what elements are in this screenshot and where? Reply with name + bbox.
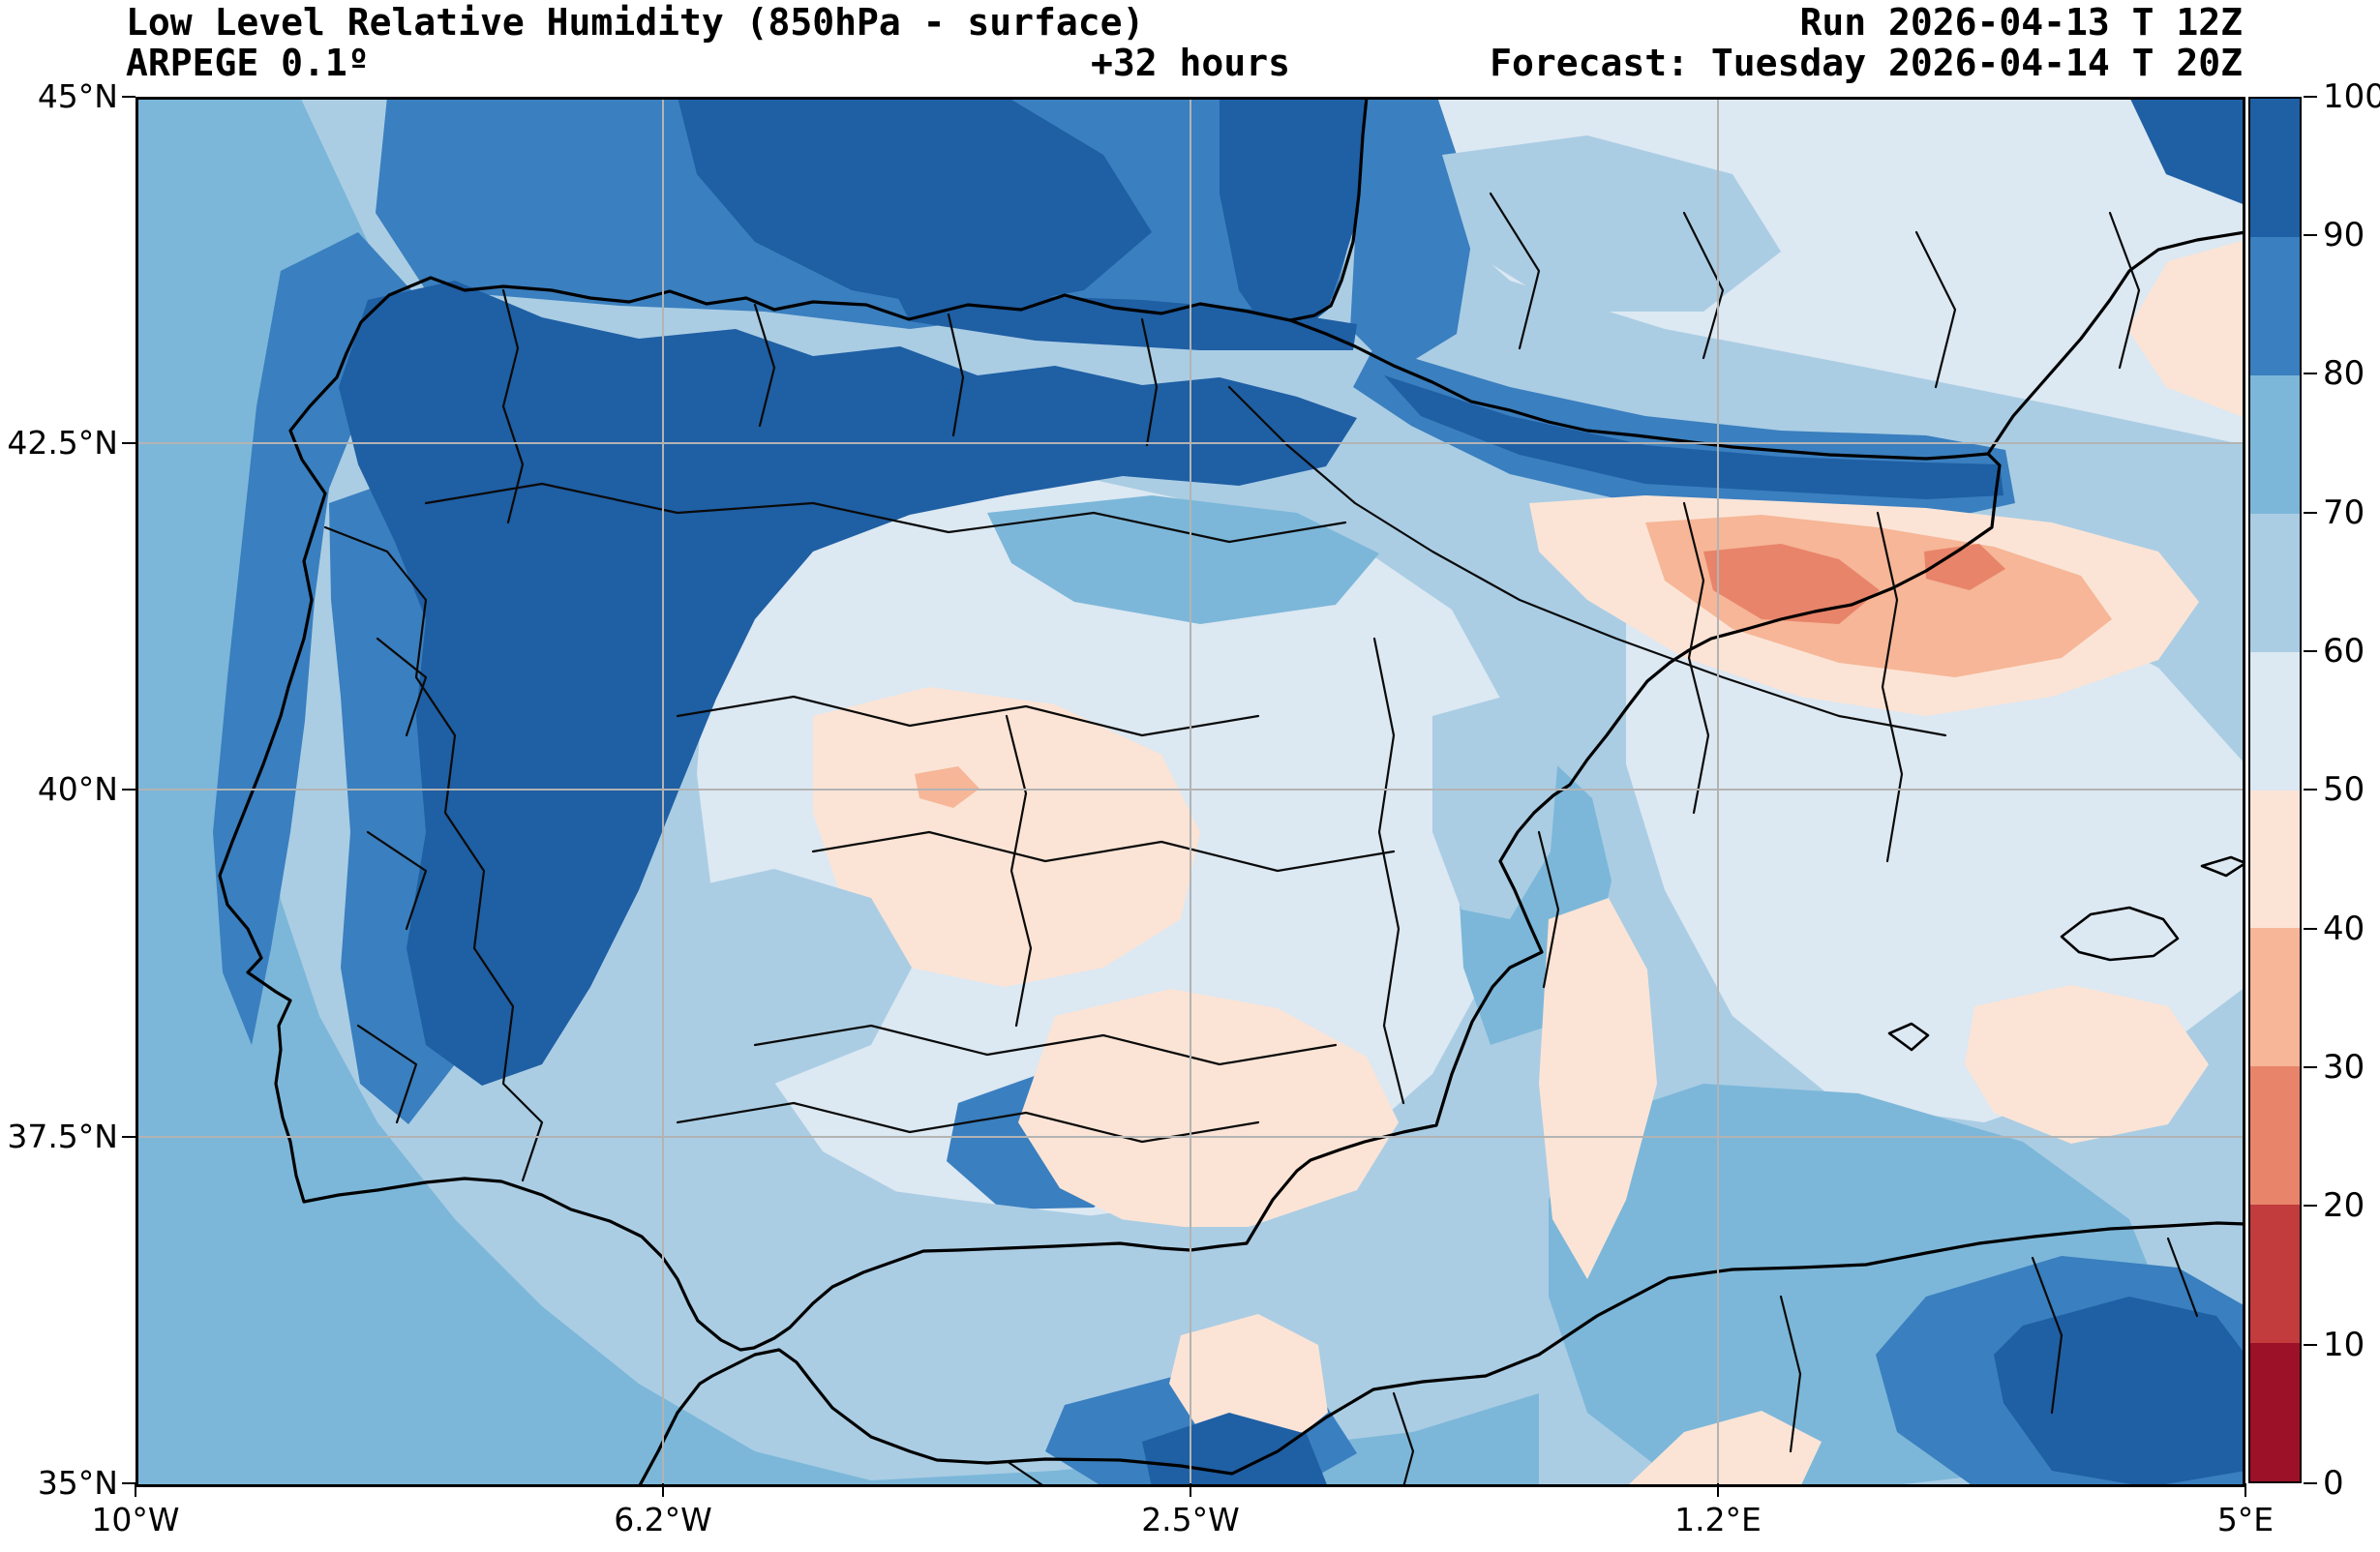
x-axis-label: 1.2°E [1674, 1501, 1762, 1538]
colorbar-label: 70 [2323, 493, 2365, 532]
graticule-gridlines [136, 97, 2245, 1487]
colorbar-label: 90 [2323, 216, 2365, 254]
y-axis-tick [122, 1482, 136, 1484]
y-axis-tick [122, 96, 136, 98]
colorbar-label: 20 [2323, 1186, 2365, 1225]
colorbar-label: 10 [2323, 1326, 2365, 1364]
colorbar [2248, 97, 2302, 1483]
forecast-label: Forecast: Tuesday 2026-04-14 T 20Z [1490, 42, 2243, 84]
y-axis-label: 35°N [37, 1464, 118, 1502]
x-axis-tick [135, 1483, 136, 1497]
colorbar-segment [2250, 651, 2300, 791]
x-axis-label: 5°E [2216, 1501, 2275, 1538]
colorbar-tick [2304, 234, 2317, 236]
x-axis-label: 10°W [91, 1501, 180, 1538]
colorbar-segment [2250, 1205, 2300, 1344]
lead-time-label: +32 hours [1091, 42, 1290, 84]
colorbar-segment [2250, 374, 2300, 514]
x-axis-label: 6.2°W [614, 1501, 712, 1538]
y-axis-label: 45°N [37, 77, 118, 115]
colorbar-tick [2304, 1344, 2317, 1346]
colorbar-label: 40 [2323, 910, 2365, 948]
colorbar-label: 0 [2323, 1464, 2344, 1503]
admin-borders [323, 192, 2199, 1487]
colorbar-tick [2304, 1066, 2317, 1068]
map-plot-area [136, 97, 2245, 1487]
y-axis-tick [122, 442, 136, 444]
x-axis-tick [2244, 1483, 2246, 1497]
colorbar-tick [2304, 1205, 2317, 1207]
colorbar-label: 60 [2323, 632, 2365, 671]
colorbar-tick [2304, 928, 2317, 930]
y-axis-tick [122, 1136, 136, 1138]
map-canvas [136, 97, 2245, 1487]
x-axis-label: 2.5°W [1141, 1501, 1240, 1538]
colorbar-tick [2304, 789, 2317, 791]
colorbar-segment [2250, 513, 2300, 652]
colorbar-segment [2250, 1066, 2300, 1206]
y-axis-label: 37.5°N [7, 1118, 118, 1155]
colorbar-tick [2304, 1482, 2317, 1484]
colorbar-label: 50 [2323, 770, 2365, 809]
page-title: Low Level Relative Humidity (850hPa - su… [126, 1, 1145, 44]
colorbar-segment [2250, 99, 2300, 237]
colorbar-tick [2304, 96, 2317, 98]
colorbar-tick [2304, 650, 2317, 652]
colorbar-segment [2250, 1343, 2300, 1482]
x-axis-tick [1717, 1483, 1719, 1497]
humidity-field [136, 97, 2245, 1487]
x-axis-tick [662, 1483, 664, 1497]
colorbar-label: 80 [2323, 354, 2365, 393]
colorbar-segment [2250, 236, 2300, 375]
colorbar-tick [2304, 512, 2317, 514]
x-axis-tick [1190, 1483, 1191, 1497]
colorbar-tick [2304, 373, 2317, 374]
colorbar-label: 30 [2323, 1048, 2365, 1087]
colorbar-label: 100 [2323, 77, 2380, 116]
colorbar-segment [2250, 928, 2300, 1067]
model-label: ARPEGE 0.1º [126, 42, 370, 84]
y-axis-label: 40°N [37, 770, 118, 808]
y-axis-tick [122, 789, 136, 791]
y-axis-label: 42.5°N [7, 424, 118, 462]
colorbar-segment [2250, 790, 2300, 929]
coastlines [218, 97, 2245, 1487]
run-label: Run 2026-04-13 T 12Z [1799, 1, 2243, 44]
